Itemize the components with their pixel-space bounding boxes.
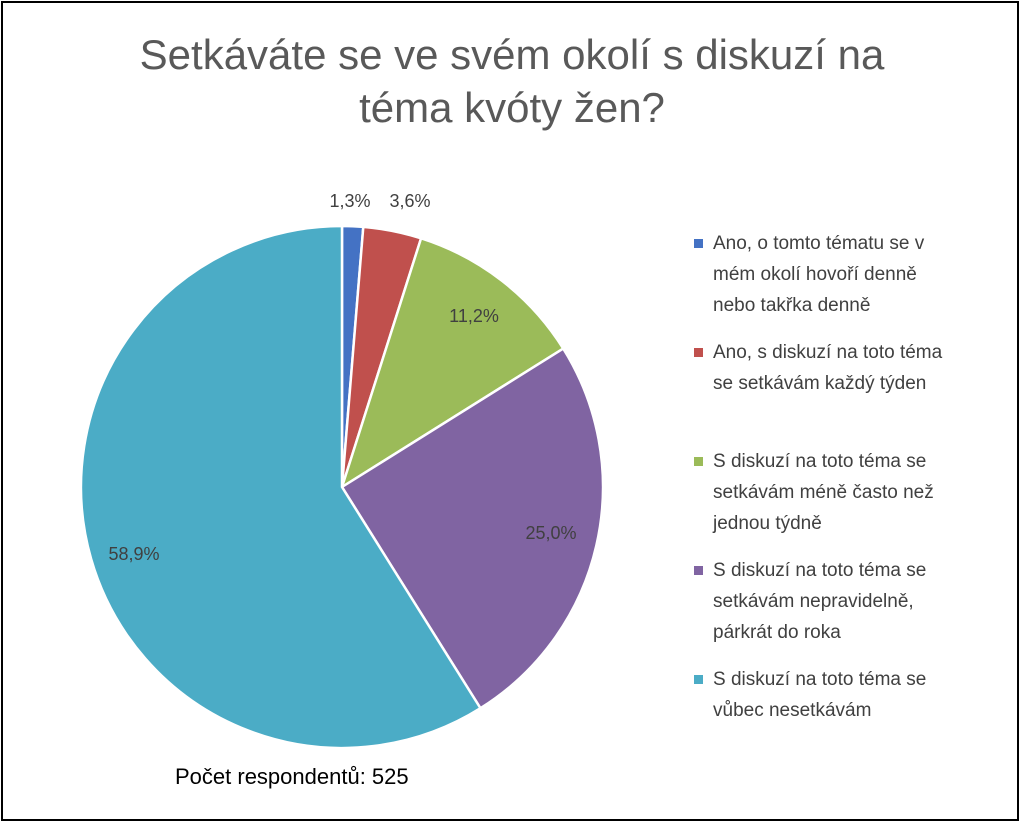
legend-label-line: S diskuzí na toto téma se	[713, 451, 927, 472]
pie-slice-5	[79, 224, 483, 750]
legend-item-5: S diskuzí na toto téma se vůbec nesetkává…	[694, 664, 1014, 726]
legend-item-2: Ano, s diskuzí na toto téma se setkávám k…	[694, 337, 1014, 399]
legend-swatch-4	[694, 566, 703, 575]
legend-label-line: jednou týdně	[713, 513, 822, 534]
legend-label-line: párkrát do roka	[713, 622, 841, 643]
chart-title: Setkáváte se ve svém okolí s diskuzí na …	[0, 28, 1024, 134]
legend-label-line: Ano, s diskuzí na toto téma	[713, 342, 943, 363]
legend-label-3: S diskuzí na toto téma se setkávám méně č…	[694, 446, 1014, 539]
pie-slice-4	[340, 346, 605, 710]
legend-label-1: Ano, o tomto tématu se v mém okolí hovoří…	[694, 228, 1014, 321]
data-label-1: 1,3%	[329, 191, 370, 211]
data-label-3: 11,2%	[449, 306, 499, 326]
legend-label-4: S diskuzí na toto téma se setkávám neprav…	[694, 555, 1014, 648]
legend-item-3: S diskuzí na toto téma se setkávám méně č…	[694, 446, 1014, 539]
legend-label-line: vůbec nesetkávám	[713, 700, 872, 721]
legend-swatch-5	[694, 675, 703, 684]
legend-label-2: Ano, s diskuzí na toto téma se setkávám k…	[694, 337, 1014, 399]
legend-label-5: S diskuzí na toto téma se vůbec nesetkává…	[694, 664, 1014, 726]
legend-item-4: S diskuzí na toto téma se setkávám neprav…	[694, 555, 1014, 648]
data-label-2: 3,6%	[389, 191, 430, 211]
legend-label-line: S diskuzí na toto téma se	[713, 560, 927, 581]
legend-label-line: nebo takřka denně	[713, 295, 871, 316]
legend-label-line: mém okolí hovoří denně	[713, 264, 917, 285]
legend-swatch-2	[694, 348, 703, 357]
legend-label-line: setkávám méně často než	[713, 482, 934, 503]
legend-label-line: S diskuzí na toto téma se	[713, 669, 927, 690]
chart-title-line-1: Setkáváte se ve svém okolí s diskuzí na	[139, 31, 885, 78]
legend-label-line: se setkávám každý týden	[713, 373, 927, 394]
pie-slice-3	[339, 236, 565, 490]
legend-label-line: Ano, o tomto tématu se v	[713, 233, 925, 254]
data-label-5: 58,9%	[108, 544, 159, 564]
chart-title-line-2: téma kvóty žen?	[359, 84, 665, 131]
legend-swatch-3	[694, 457, 703, 466]
legend-label-line: setkávám nepravidelně,	[713, 591, 914, 612]
legend-item-1: Ano, o tomto tématu se v mém okolí hovoří…	[694, 228, 1014, 321]
data-label-4: 25,0%	[525, 523, 576, 543]
legend-swatch-1	[694, 239, 703, 248]
respondent-count: Počet respondentů: 525	[175, 764, 409, 789]
